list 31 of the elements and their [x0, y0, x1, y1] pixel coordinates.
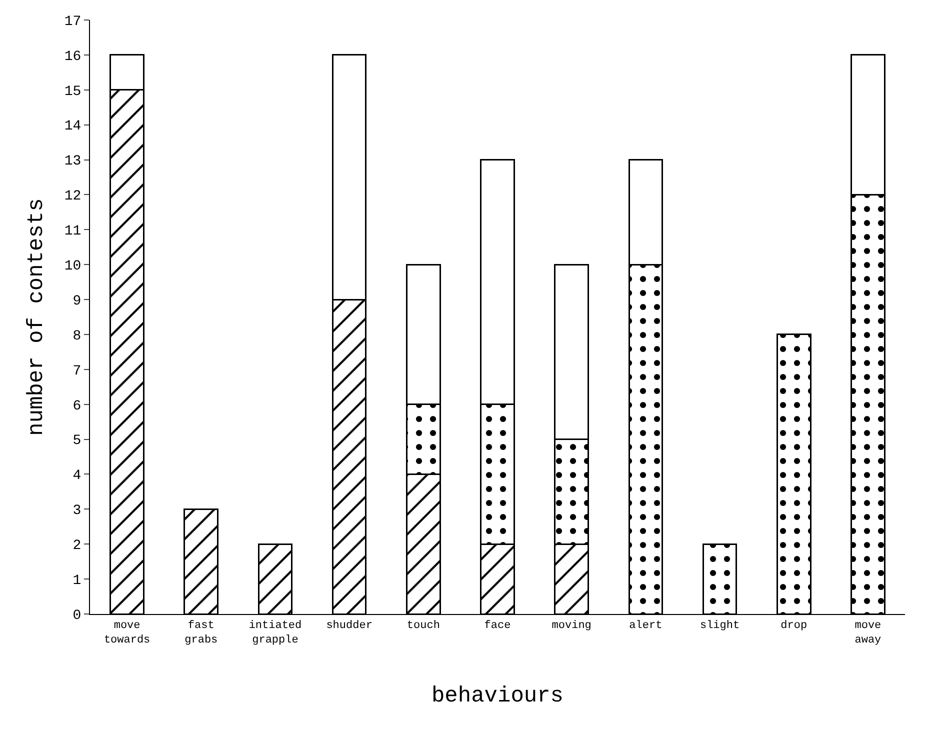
y-tick-label: 13 — [64, 154, 82, 170]
x-tick-label: touch — [406, 620, 440, 632]
x-tick-label: shudder — [326, 620, 372, 632]
y-tick-label: 9 — [72, 293, 82, 310]
x-tick-label: alert — [629, 620, 662, 632]
y-tick-label: 8 — [72, 328, 82, 344]
x-tick-label: move away — [854, 620, 882, 646]
x-axis-title: behaviours — [431, 683, 564, 708]
y-tick-label: 11 — [64, 224, 82, 240]
y-tick-label: 1 — [72, 572, 82, 589]
x-tick-label: slight — [700, 620, 740, 632]
y-tick-label: 7 — [72, 363, 82, 380]
y-tick-label: 14 — [64, 118, 82, 135]
x-tick-label: face — [484, 620, 511, 632]
y-tick-label: 5 — [72, 433, 82, 450]
x-tick-label: moving — [552, 620, 592, 632]
y-tick-label: 12 — [64, 188, 82, 205]
x-tick-label: intiated grapple — [248, 620, 302, 646]
y-tick-label: 16 — [64, 48, 82, 65]
x-tick-label: move towards — [104, 620, 150, 646]
y-tick-label: 6 — [72, 398, 82, 414]
y-axis-title: number of contests — [24, 198, 50, 436]
y-tick-label: 10 — [64, 258, 82, 274]
x-tick-label: drop — [780, 620, 808, 632]
x-tick-label: fast grabs — [184, 620, 218, 646]
y-tick-label: 2 — [72, 538, 82, 554]
y-tick-label: 4 — [72, 468, 82, 484]
y-tick-label: 17 — [64, 14, 82, 30]
y-tick-label: 0 — [72, 608, 82, 624]
y-tick-label: 15 — [64, 84, 82, 100]
y-tick-label: 3 — [72, 503, 82, 520]
